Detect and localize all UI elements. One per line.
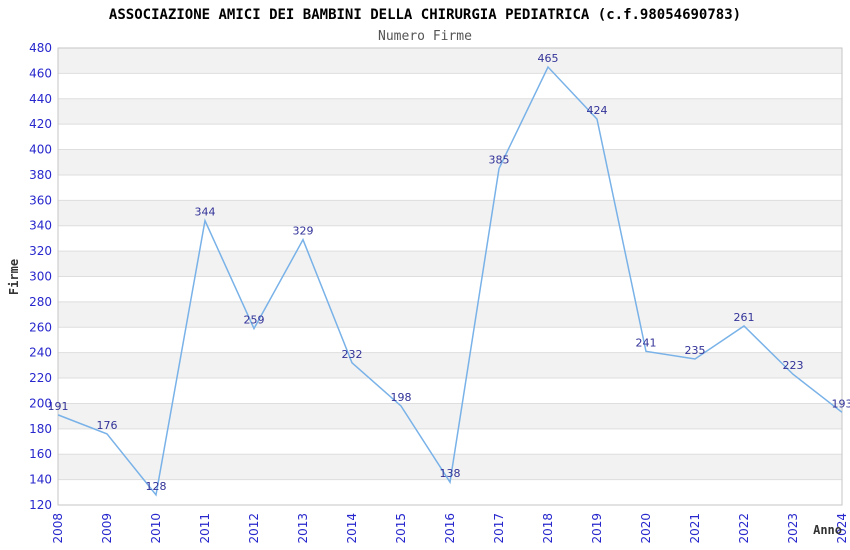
x-tick-label: 2019: [590, 513, 604, 544]
data-labels: 191 176 128 344 259 329 232 198 138 385 465 424 241 2…: [48, 52, 850, 493]
plot-band: [58, 48, 842, 74]
plot-band: [58, 479, 842, 505]
x-tick-label: 2024: [835, 513, 849, 544]
chart-subtitle: Numero Firme: [378, 29, 472, 44]
data-label: 193: [832, 397, 850, 410]
x-tick-label: 2017: [492, 513, 506, 544]
plot-band: [58, 225, 842, 252]
y-tick-label: 300: [29, 270, 52, 284]
plot-band: [58, 98, 842, 125]
x-tick-label: 2008: [51, 513, 65, 544]
plot-band: [58, 352, 842, 379]
data-label: 344: [195, 206, 216, 219]
data-label: 385: [489, 154, 510, 167]
plot-band: [58, 73, 842, 99]
x-tick-label: 2009: [100, 513, 114, 544]
chart-title: ASSOCIAZIONE AMICI DEI BAMBINI DELLA CHI…: [109, 7, 741, 23]
plot-bands: [58, 48, 842, 505]
y-tick-label: 420: [29, 117, 52, 131]
y-tick-label: 260: [29, 320, 52, 334]
data-label: 191: [48, 400, 69, 413]
data-label: 232: [342, 348, 363, 361]
plot-band: [58, 124, 842, 150]
y-tick-label: 440: [29, 92, 52, 106]
data-label: 465: [538, 52, 559, 65]
y-tick-label: 320: [29, 244, 52, 258]
data-label: 198: [391, 391, 412, 404]
y-tick-label: 280: [29, 295, 52, 309]
x-tick-label: 2015: [394, 513, 408, 544]
data-label: 235: [685, 344, 706, 357]
y-tick-label: 180: [29, 422, 52, 436]
x-tick-label: 2014: [345, 513, 359, 544]
y-axis-tick-labels: 120 140 160 180 200 220 240 260 280 300 320 340 360 3…: [29, 41, 52, 512]
data-label: 176: [97, 419, 118, 432]
data-label: 424: [587, 104, 608, 117]
y-tick-label: 220: [29, 371, 52, 385]
x-tick-label: 2023: [786, 513, 800, 544]
plot-band: [58, 174, 842, 201]
data-label: 138: [440, 467, 461, 480]
data-label: 223: [783, 359, 804, 372]
y-tick-label: 380: [29, 168, 52, 182]
data-label: 329: [293, 225, 314, 238]
x-axis-tick-labels: 2008 2009 2010 2011 2012 2013 2014 2015 2016 2017…: [51, 513, 849, 544]
y-tick-label: 120: [29, 498, 52, 512]
x-tick-label: 2022: [737, 513, 751, 544]
x-tick-label: 2021: [688, 513, 702, 544]
y-tick-label: 140: [29, 473, 52, 487]
x-tick-label: 2010: [149, 513, 163, 544]
plot-band: [58, 149, 842, 175]
x-tick-label: 2012: [247, 513, 261, 544]
y-tick-label: 400: [29, 143, 52, 157]
y-tick-label: 460: [29, 66, 52, 80]
y-tick-label: 340: [29, 219, 52, 233]
data-label: 128: [146, 480, 167, 493]
data-label: 261: [734, 311, 755, 324]
plot-band: [58, 301, 842, 328]
plot-band: [58, 200, 842, 226]
y-tick-label: 240: [29, 346, 52, 360]
plot-band: [58, 403, 842, 429]
series-line: [57, 65, 843, 497]
y-axis-title: Firme: [7, 259, 21, 295]
y-tick-label: 200: [29, 396, 52, 410]
data-label: 241: [636, 336, 657, 349]
gridlines: [58, 47, 842, 481]
plot-band: [58, 454, 842, 480]
y-tick-label: 160: [29, 447, 52, 461]
x-tick-label: 2016: [443, 513, 457, 544]
x-tick-label: 2011: [198, 513, 212, 544]
plot-border: [57, 47, 843, 506]
plot-band: [58, 251, 842, 277]
plot-band: [58, 378, 842, 404]
y-tick-label: 360: [29, 193, 52, 207]
x-tick-label: 2020: [639, 513, 653, 544]
plot-band: [58, 428, 842, 455]
y-tick-label: 480: [29, 41, 52, 55]
x-tick-label: 2013: [296, 513, 310, 544]
x-tick-label: 2018: [541, 513, 555, 544]
x-axis-title: Anno: [813, 523, 842, 537]
plot-band: [58, 276, 842, 302]
data-label: 259: [244, 314, 265, 327]
